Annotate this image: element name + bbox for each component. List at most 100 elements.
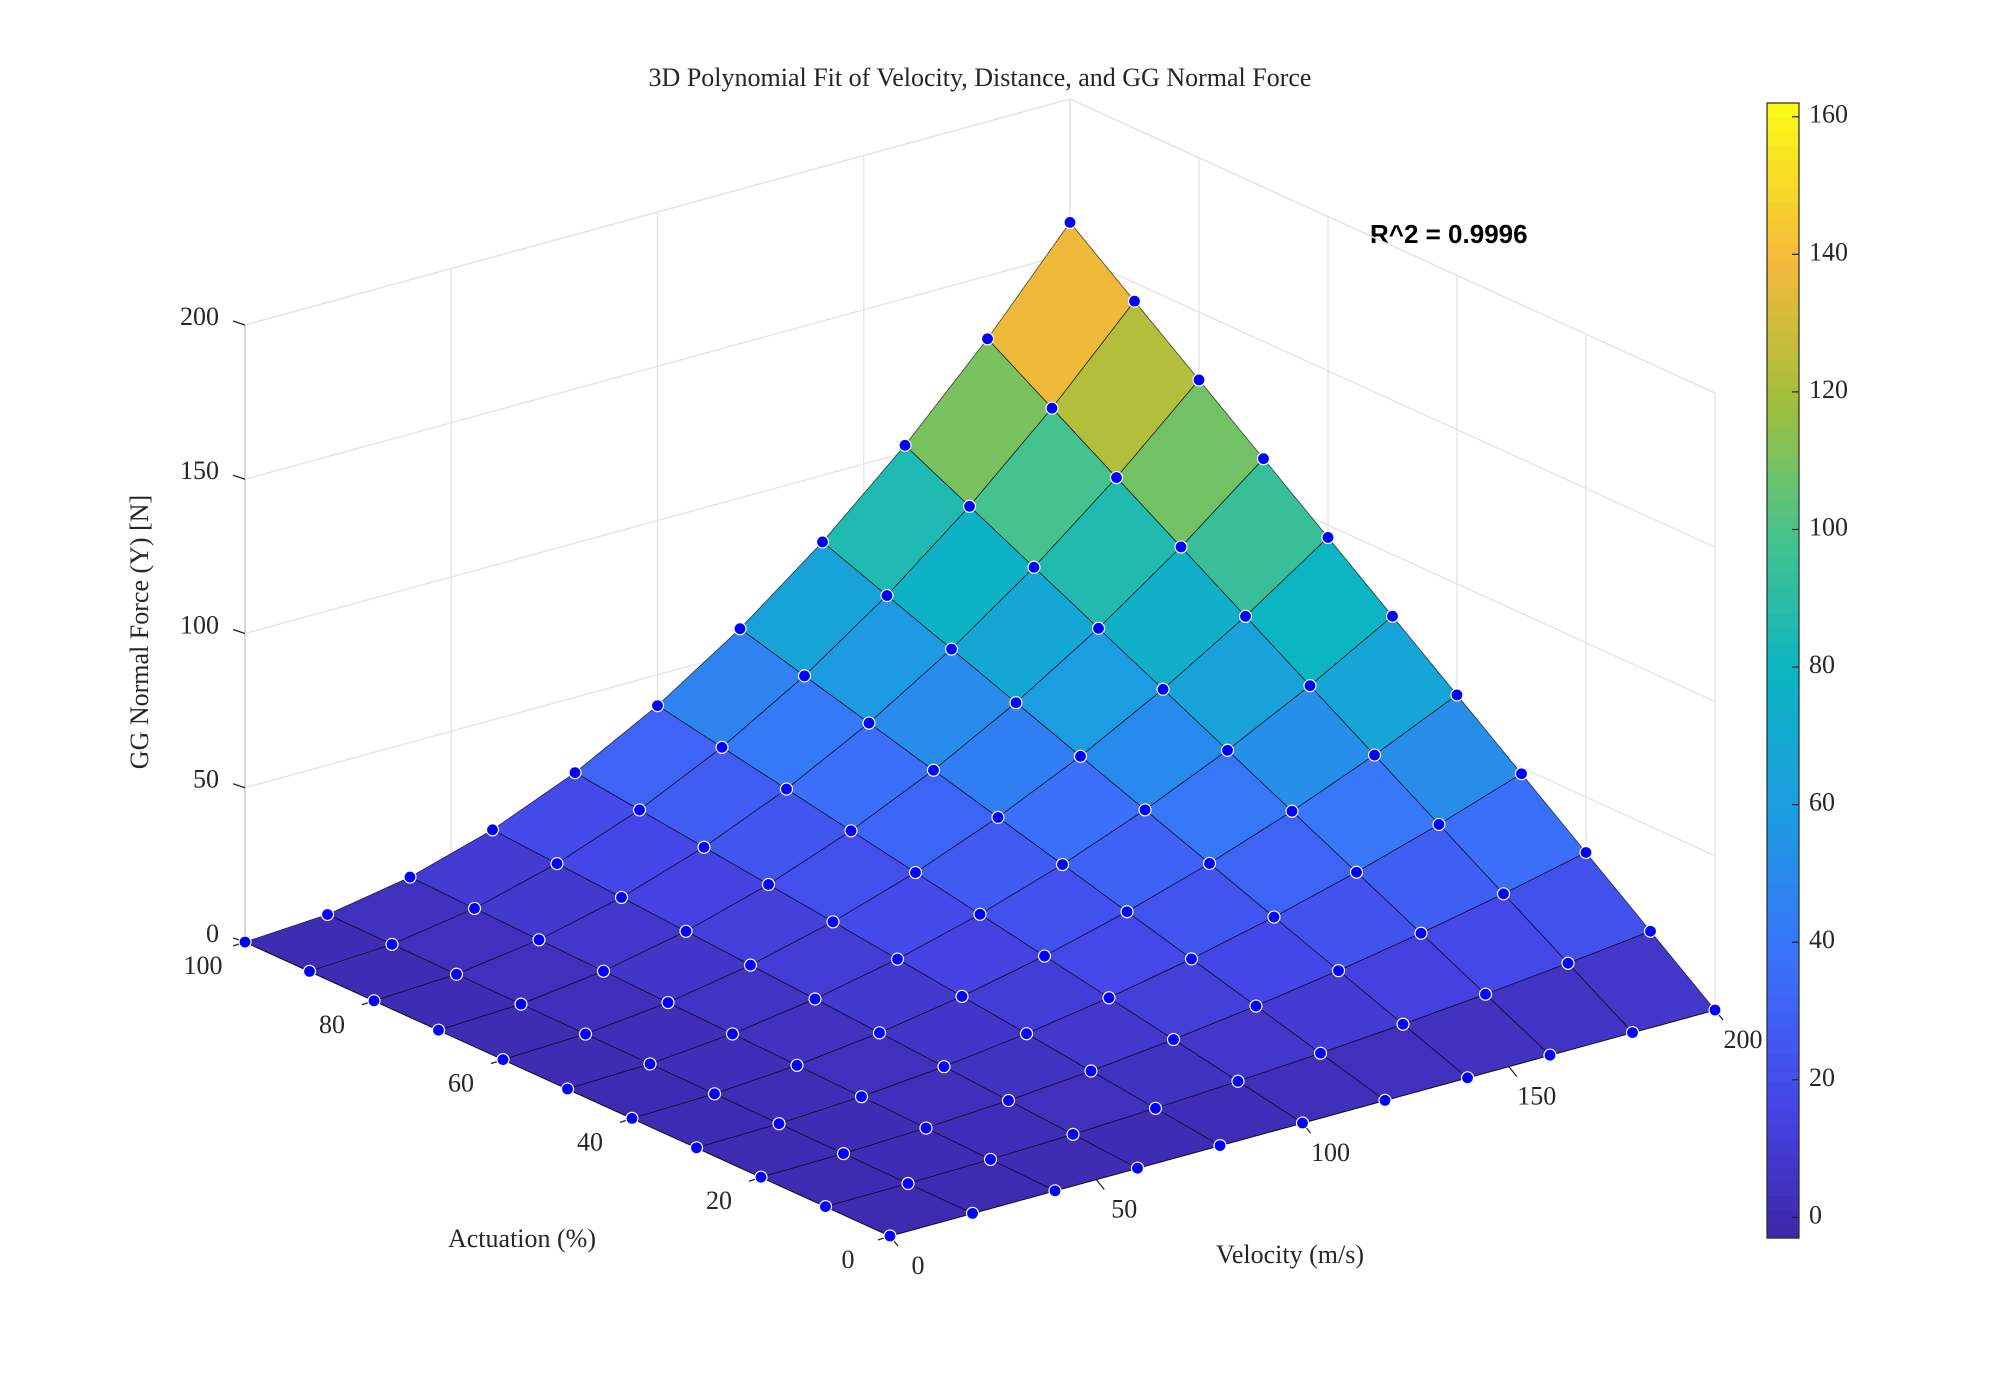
colorbar-slice	[1767, 358, 1799, 374]
colorbar-slice	[1767, 996, 1799, 1012]
data-point	[808, 992, 822, 1006]
data-point	[797, 669, 812, 683]
data-point	[1001, 1093, 1016, 1108]
data-point	[1220, 743, 1235, 757]
y-tick-label: 0	[842, 1245, 855, 1274]
data-point	[467, 901, 482, 916]
x-tick-label: 200	[1724, 1025, 1763, 1054]
data-point	[1084, 1064, 1098, 1078]
data-point	[1543, 1048, 1557, 1062]
data-point	[1045, 401, 1059, 415]
colorbar-slice	[1767, 230, 1799, 246]
colorbar-slice	[1767, 330, 1799, 345]
data-point	[1192, 373, 1206, 387]
data-point	[1148, 1101, 1163, 1115]
data-point	[568, 766, 582, 780]
data-point	[761, 877, 776, 892]
colorbar-slice	[1767, 386, 1799, 402]
data-point	[1303, 679, 1317, 693]
data-point	[1496, 887, 1511, 901]
colorbar-slice	[1767, 741, 1799, 757]
colorbar-slice	[1767, 415, 1799, 430]
colorbar-slice	[1767, 954, 1799, 970]
data-point	[826, 915, 840, 929]
colorbar-slice	[1767, 259, 1799, 274]
colorbar-slice	[1767, 1124, 1799, 1140]
data-point	[1249, 999, 1263, 1013]
colorbar-slice	[1767, 826, 1799, 842]
data-point	[1091, 621, 1106, 635]
colorbar-slice	[1767, 1039, 1799, 1055]
colorbar-tick-label: 120	[1809, 375, 1848, 404]
data-point	[550, 857, 564, 871]
colorbar-slice	[1767, 188, 1799, 203]
colorbar-slice	[1767, 968, 1799, 984]
colorbar-slice	[1767, 1081, 1799, 1097]
colorbar-slice	[1767, 656, 1799, 672]
data-point	[754, 1170, 768, 1184]
data-point	[1285, 804, 1299, 818]
data-point	[733, 622, 747, 636]
colorbar-tick-label: 60	[1809, 788, 1835, 817]
z-tick-label: 0	[206, 919, 219, 948]
data-point	[1238, 609, 1253, 623]
data-point	[1055, 857, 1070, 872]
y-tick-label: 20	[706, 1186, 732, 1215]
z-tick	[232, 628, 246, 635]
x-tick	[1095, 1179, 1105, 1190]
data-point	[836, 1147, 851, 1161]
x-tick-label: 150	[1517, 1081, 1556, 1110]
data-point	[725, 1027, 740, 1041]
colorbar-slice	[1767, 627, 1799, 643]
data-point	[689, 1141, 704, 1155]
x-tick-label: 50	[1111, 1194, 1137, 1223]
colorbar-slice	[1767, 1195, 1799, 1211]
data-point	[883, 1229, 897, 1243]
data-point	[1009, 696, 1023, 710]
data-point	[955, 989, 969, 1004]
colorbar-slice	[1767, 1181, 1799, 1197]
data-point	[772, 1117, 786, 1131]
colorbar-slice	[1767, 840, 1799, 856]
data-point	[1385, 609, 1400, 623]
data-point	[779, 782, 794, 796]
colorbar-slice	[1767, 1011, 1799, 1026]
colorbar-slice	[1767, 1067, 1799, 1083]
z-tick	[232, 783, 246, 789]
colorbar-slice	[1767, 854, 1799, 870]
colorbar-slice	[1767, 443, 1799, 459]
data-point	[560, 1082, 575, 1096]
data-point	[385, 937, 399, 951]
colorbar-slice	[1767, 471, 1799, 487]
chart-title: 3D Polynomial Fit of Velocity, Distance,…	[649, 63, 1312, 92]
data-point	[1478, 987, 1493, 1001]
colorbar-slice	[1767, 557, 1799, 572]
colorbar-slice	[1767, 500, 1799, 516]
data-point	[1109, 470, 1124, 485]
data-point	[1414, 926, 1428, 940]
colorbar-tick-label: 0	[1809, 1200, 1822, 1229]
colorbar-slice	[1767, 131, 1799, 147]
data-point	[973, 907, 987, 921]
colorbar-tick-label: 40	[1809, 925, 1835, 954]
colorbar-slice	[1767, 1025, 1799, 1040]
colorbar-tick-label: 20	[1809, 1063, 1835, 1092]
data-point	[1184, 952, 1199, 966]
data-point	[679, 924, 693, 938]
colorbar-slice	[1767, 911, 1799, 927]
data-point	[632, 803, 647, 817]
data-point	[1048, 1184, 1062, 1198]
data-point	[944, 642, 959, 656]
data-point	[898, 438, 912, 452]
colorbar-slice	[1767, 1138, 1799, 1154]
data-point	[991, 810, 1005, 824]
data-point	[743, 958, 758, 972]
colorbar-slice	[1767, 542, 1799, 558]
data-point	[1561, 956, 1575, 970]
data-point	[514, 997, 528, 1011]
data-point	[1432, 817, 1446, 832]
colorbar-slice	[1767, 755, 1799, 771]
data-point	[449, 967, 464, 981]
data-point	[485, 823, 500, 837]
